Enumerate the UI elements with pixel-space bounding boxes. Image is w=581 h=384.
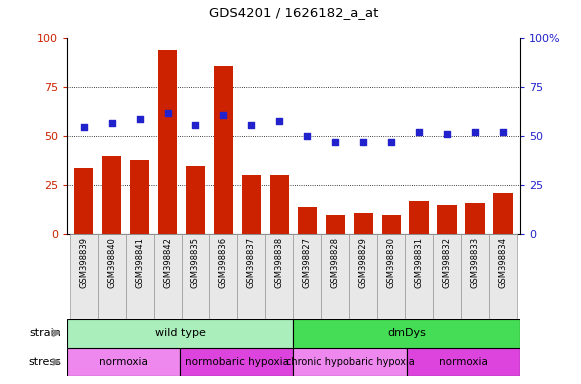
FancyBboxPatch shape — [266, 234, 293, 319]
Bar — [242, 175, 261, 234]
Point — [387, 139, 396, 145]
FancyBboxPatch shape — [377, 234, 406, 319]
FancyBboxPatch shape — [406, 234, 433, 319]
Text: chronic hypobaric hypoxia: chronic hypobaric hypoxia — [286, 357, 414, 367]
Bar — [270, 175, 289, 234]
Point — [219, 112, 228, 118]
FancyBboxPatch shape — [293, 234, 321, 319]
FancyBboxPatch shape — [98, 234, 125, 319]
Text: GSM398842: GSM398842 — [163, 237, 172, 288]
Bar — [437, 205, 457, 234]
FancyBboxPatch shape — [67, 319, 293, 348]
Bar — [325, 215, 345, 234]
Text: GSM398839: GSM398839 — [79, 237, 88, 288]
Bar — [74, 168, 94, 234]
Bar — [102, 156, 121, 234]
Point — [471, 129, 480, 136]
Point — [79, 124, 88, 130]
Text: stress: stress — [28, 357, 61, 367]
Point — [443, 131, 452, 137]
FancyBboxPatch shape — [181, 234, 210, 319]
Text: normoxia: normoxia — [439, 357, 488, 367]
Bar — [130, 160, 149, 234]
Text: GSM398835: GSM398835 — [191, 237, 200, 288]
Bar — [354, 213, 373, 234]
FancyBboxPatch shape — [489, 234, 517, 319]
Text: strain: strain — [29, 328, 61, 338]
Text: GSM398840: GSM398840 — [107, 237, 116, 288]
FancyBboxPatch shape — [321, 234, 349, 319]
Bar — [186, 166, 205, 234]
Bar — [493, 193, 513, 234]
Point — [191, 121, 200, 127]
Bar — [297, 207, 317, 234]
Point — [303, 133, 312, 139]
FancyBboxPatch shape — [293, 319, 520, 348]
Point — [415, 129, 424, 136]
FancyBboxPatch shape — [293, 348, 407, 376]
Text: normobaric hypoxia: normobaric hypoxia — [185, 357, 289, 367]
Text: GSM398838: GSM398838 — [275, 237, 284, 288]
Bar — [465, 203, 485, 234]
Bar — [157, 50, 177, 234]
Point — [331, 139, 340, 145]
Bar — [410, 201, 429, 234]
Text: GSM398829: GSM398829 — [359, 237, 368, 288]
FancyBboxPatch shape — [210, 234, 238, 319]
Text: GSM398836: GSM398836 — [219, 237, 228, 288]
Point — [498, 129, 508, 136]
Point — [107, 119, 116, 126]
Bar — [382, 215, 401, 234]
FancyBboxPatch shape — [349, 234, 377, 319]
Point — [247, 121, 256, 127]
Bar — [214, 66, 233, 234]
Point — [275, 118, 284, 124]
FancyBboxPatch shape — [180, 348, 293, 376]
Point — [135, 116, 144, 122]
Text: GSM398830: GSM398830 — [387, 237, 396, 288]
FancyBboxPatch shape — [461, 234, 489, 319]
Text: GSM398831: GSM398831 — [415, 237, 424, 288]
FancyBboxPatch shape — [407, 348, 520, 376]
Text: GSM398841: GSM398841 — [135, 237, 144, 288]
Text: GSM398832: GSM398832 — [443, 237, 452, 288]
Text: wild type: wild type — [155, 328, 206, 338]
Text: GSM398837: GSM398837 — [247, 237, 256, 288]
Text: GSM398828: GSM398828 — [331, 237, 340, 288]
Point — [163, 110, 172, 116]
Text: normoxia: normoxia — [99, 357, 148, 367]
Text: GSM398834: GSM398834 — [498, 237, 508, 288]
FancyBboxPatch shape — [125, 234, 153, 319]
FancyBboxPatch shape — [67, 348, 180, 376]
Text: dmDys: dmDys — [388, 328, 426, 338]
Text: GSM398827: GSM398827 — [303, 237, 312, 288]
FancyBboxPatch shape — [70, 234, 98, 319]
FancyBboxPatch shape — [238, 234, 266, 319]
Text: GDS4201 / 1626182_a_at: GDS4201 / 1626182_a_at — [209, 6, 378, 19]
Text: GSM398833: GSM398833 — [471, 237, 480, 288]
FancyBboxPatch shape — [153, 234, 181, 319]
FancyBboxPatch shape — [433, 234, 461, 319]
Point — [358, 139, 368, 145]
